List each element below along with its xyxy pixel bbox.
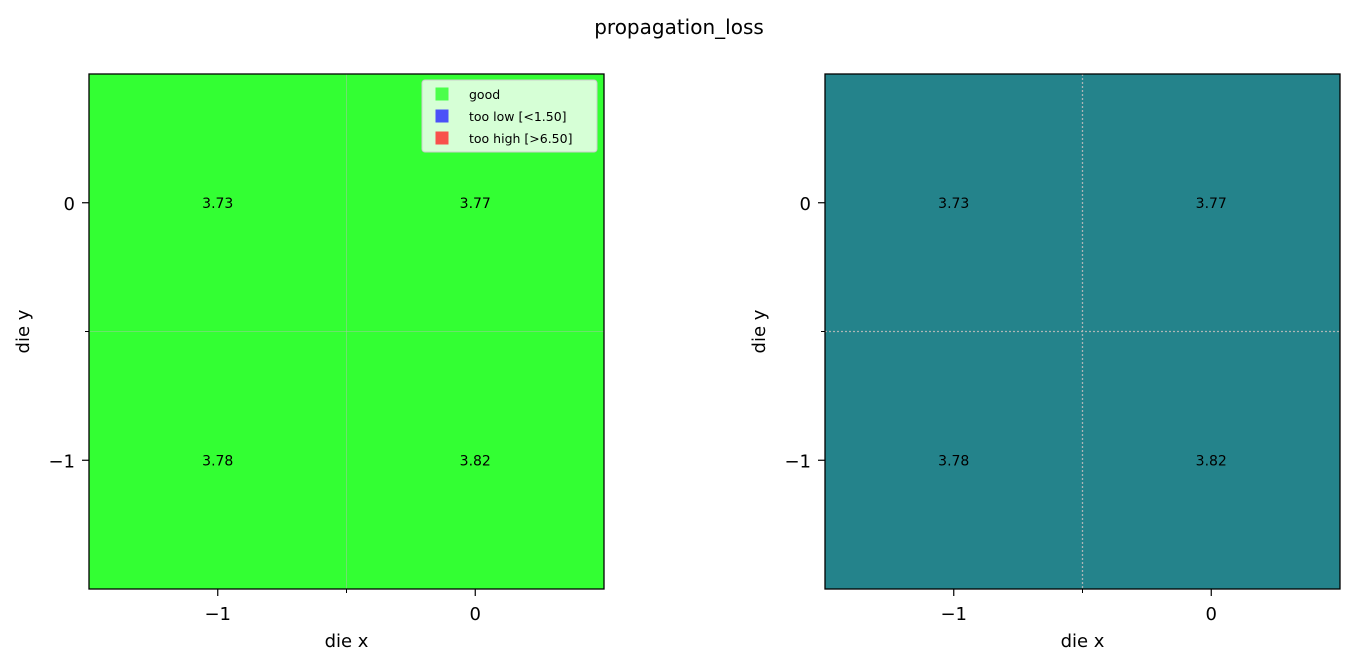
legend-entry-label: too high [>6.50] [469,131,572,146]
cell-value-label: 3.82 [1196,453,1227,469]
cell-value-label: 3.77 [460,196,491,212]
x-axis-label: die x [325,631,369,652]
y-tick-label: −1 [784,451,811,472]
x-tick-label: 0 [470,604,481,625]
heatmap-cell [89,74,347,332]
cell-value-label: 3.73 [202,196,233,212]
legend-swatch [435,131,449,145]
legend-entry-label: good [469,87,500,102]
cell-value-label: 3.78 [202,453,233,469]
cell-value-label: 3.73 [938,196,969,212]
heatmap-cell [1082,74,1340,332]
cell-value-label: 3.82 [460,453,491,469]
heatmap-cell [825,74,1083,332]
heatmap-cell [89,331,347,589]
y-axis-label: die y [13,309,34,353]
legend-swatch [435,87,449,101]
heatmap-panel-classified: 3.73 3.77 3.78 3.82 −1 0 0 −1 die x die y good too … [13,73,605,652]
cell-value-label: 3.77 [1196,196,1227,212]
legend-entry-label: too low [<1.50] [469,109,567,124]
cell-value-label: 3.78 [938,453,969,469]
x-axis-label: die x [1061,631,1105,652]
heatmap-cell [1082,331,1340,589]
x-tick-label: 0 [1206,604,1217,625]
heatmap-cell [825,331,1083,589]
x-tick-label: −1 [940,604,967,625]
x-tick-label: −1 [204,604,231,625]
legend-box [421,79,598,153]
y-tick-label: −1 [48,451,75,472]
y-tick-label: 0 [64,194,75,215]
heatmap-panel-values: 3.73 3.77 3.78 3.82 −1 0 0 −1 die x die y [749,73,1341,652]
y-tick-label: 0 [800,194,811,215]
heatmap-cell [346,331,604,589]
figure-title: propagation_loss [594,15,764,39]
legend: good too low [<1.50] too high [>6.50] [421,79,598,153]
y-axis-label: die y [749,309,770,353]
legend-swatch [435,109,449,123]
